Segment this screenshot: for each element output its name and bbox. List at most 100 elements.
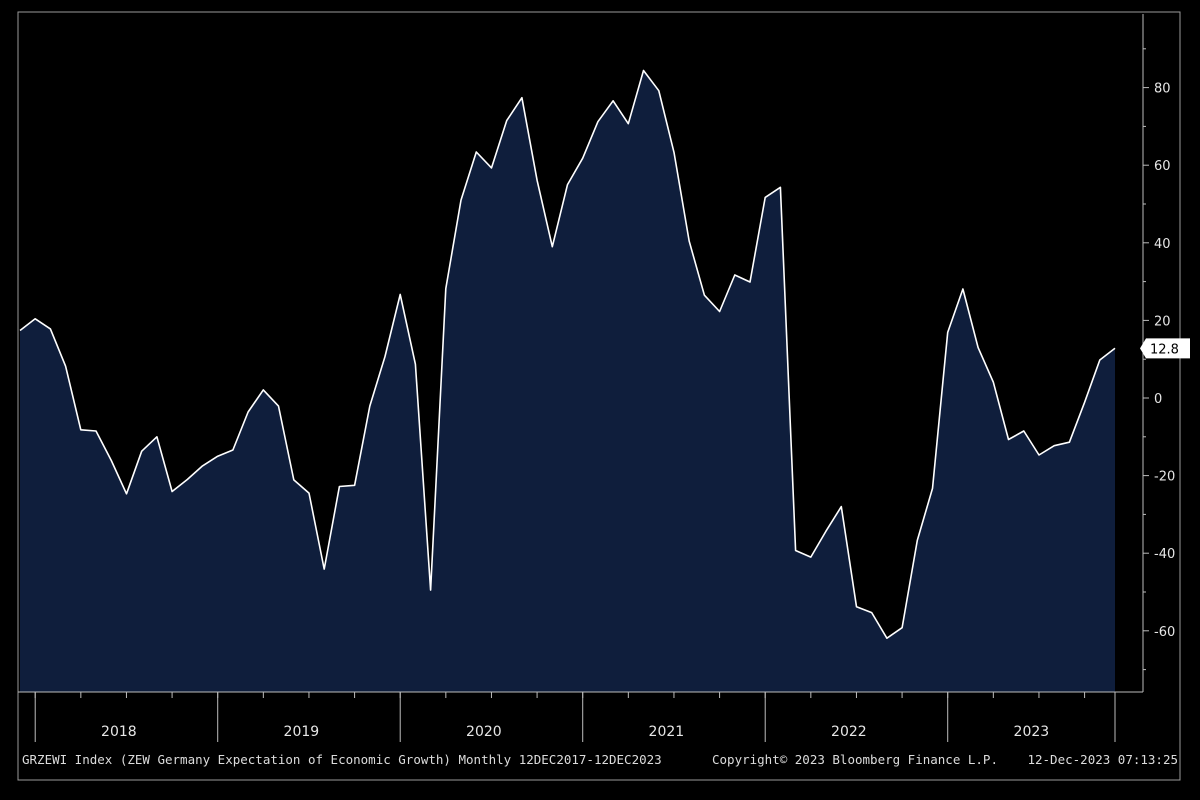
data-point: [551, 245, 554, 248]
data-point: [916, 539, 919, 542]
y-tick-label: -60: [1154, 625, 1175, 640]
data-point: [19, 329, 22, 332]
x-year-label: 2022: [831, 724, 867, 740]
footer-timestamp: 12-Dec-2023 07:13:25: [1027, 752, 1178, 767]
data-point: [870, 611, 873, 614]
data-point: [764, 196, 767, 199]
data-point: [64, 365, 67, 368]
data-point: [809, 556, 812, 559]
series-area: [20, 70, 1115, 692]
data-point: [749, 281, 752, 284]
y-tick-label: 20: [1154, 314, 1171, 329]
data-point: [977, 346, 980, 349]
data-point: [277, 405, 280, 408]
data-point: [338, 485, 341, 488]
data-point: [779, 186, 782, 189]
data-point: [429, 589, 432, 592]
data-point: [231, 449, 234, 452]
y-tick-label: -40: [1154, 547, 1175, 562]
data-point: [292, 478, 295, 481]
y-axis: 80 60 40 20 0 -20 -40 -60: [1142, 14, 1175, 692]
data-point: [384, 355, 387, 358]
data-point: [855, 605, 858, 608]
data-point: [931, 487, 934, 490]
data-point: [961, 288, 964, 291]
data-point: [1068, 441, 1071, 444]
data-point: [1022, 430, 1025, 433]
data-point: [688, 240, 691, 243]
data-point: [368, 405, 371, 408]
data-point: [901, 626, 904, 629]
data-point: [1007, 438, 1010, 441]
data-point: [155, 435, 158, 438]
series-line: [19, 69, 1116, 640]
data-point: [201, 464, 204, 467]
y-tick-label: -20: [1154, 470, 1175, 485]
data-point: [186, 478, 189, 481]
data-point: [627, 122, 630, 125]
data-point: [1053, 444, 1056, 447]
data-point: [414, 363, 417, 366]
footer: GRZEWI Index (ZEW Germany Expectation of…: [22, 752, 1178, 767]
data-point: [262, 388, 265, 391]
data-point: [520, 96, 523, 99]
data-point: [505, 119, 508, 122]
data-point: [34, 317, 37, 320]
data-point: [353, 484, 356, 487]
plot-frame: [17, 11, 1181, 781]
data-point: [642, 69, 645, 72]
data-point: [612, 99, 615, 102]
data-point: [308, 492, 311, 495]
data-point: [718, 310, 721, 313]
data-point: [460, 199, 463, 202]
y-tick-label: 0: [1154, 392, 1162, 407]
data-point: [475, 151, 478, 154]
data-point: [794, 549, 797, 552]
data-point: [1083, 401, 1086, 404]
data-point: [49, 327, 52, 330]
data-point: [596, 120, 599, 123]
data-point: [171, 490, 174, 493]
data-point: [1038, 454, 1041, 457]
last-value-box: [1140, 338, 1190, 359]
data-point: [840, 505, 843, 508]
data-point: [657, 89, 660, 92]
footer-ticker-description: GRZEWI Index (ZEW Germany Expectation of…: [22, 752, 662, 767]
data-point: [733, 274, 736, 277]
data-point: [992, 381, 995, 384]
data-point: [125, 492, 128, 495]
data-point: [490, 166, 493, 169]
plot-area: [19, 69, 1117, 692]
x-year-label: 2023: [1014, 724, 1050, 740]
data-point: [885, 637, 888, 640]
data-point: [110, 459, 113, 462]
last-value-label: 12.8: [1140, 338, 1190, 359]
data-point: [140, 450, 143, 453]
y-tick-label: 60: [1154, 159, 1171, 174]
data-point: [444, 287, 447, 290]
data-point: [566, 183, 569, 186]
data-point: [825, 530, 828, 533]
y-tick-label: 40: [1154, 237, 1171, 252]
data-point: [95, 430, 98, 433]
x-axis: 2018 2019 2020 2021 2022 2023: [18, 691, 1143, 742]
data-point: [399, 293, 402, 296]
data-point: [1114, 347, 1117, 350]
last-value-text: 12.8: [1150, 342, 1179, 357]
y-tick-label: 80: [1154, 82, 1171, 97]
data-point: [216, 455, 219, 458]
x-year-label: 2021: [649, 724, 685, 740]
data-point: [673, 151, 676, 154]
data-point: [1098, 359, 1101, 362]
data-point: [323, 568, 326, 571]
data-point: [946, 331, 949, 334]
x-year-label: 2019: [284, 724, 320, 740]
data-point: [247, 411, 250, 414]
data-point: [536, 179, 539, 182]
data-point: [79, 428, 82, 431]
x-year-label: 2020: [466, 724, 502, 740]
footer-copyright: Copyright© 2023 Bloomberg Finance L.P.: [712, 752, 998, 767]
data-point: [703, 294, 706, 297]
data-point: [581, 157, 584, 160]
